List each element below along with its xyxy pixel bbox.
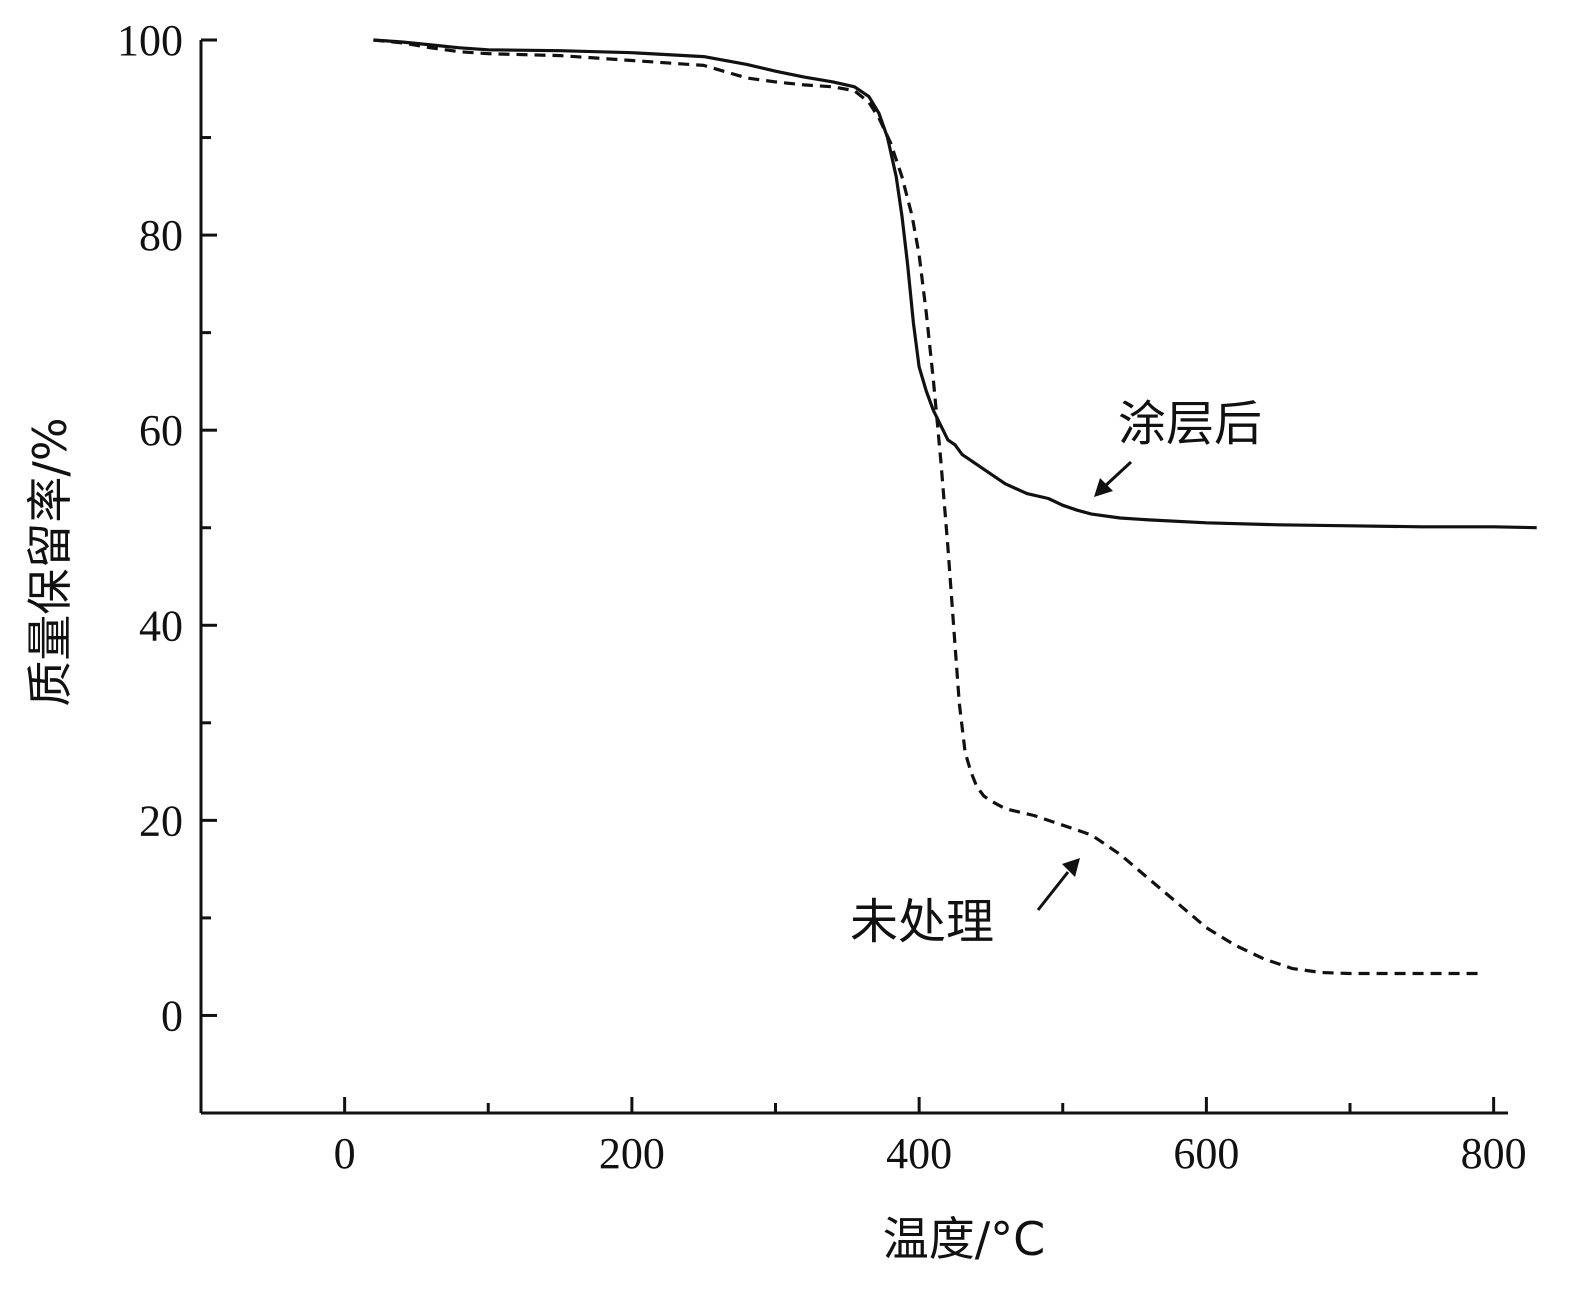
annotation-coated: 涂层后 xyxy=(1118,396,1262,452)
arrow-coated-head xyxy=(1094,478,1113,497)
y-tick-label: 20 xyxy=(139,796,183,845)
series-line-untreated xyxy=(373,38,1480,976)
x-tick-label: 800 xyxy=(1461,1129,1527,1178)
y-tick-label: 40 xyxy=(139,601,183,650)
series-line-coated xyxy=(373,38,1537,530)
x-axis-title: 温度/°C xyxy=(883,1212,1046,1266)
arrow-untreated xyxy=(1036,858,1080,911)
arrow-untreated-shaft xyxy=(1036,871,1070,911)
x-tick-label: 600 xyxy=(1173,1129,1239,1178)
y-tick-label: 0 xyxy=(161,991,183,1040)
ticks xyxy=(201,38,1496,1113)
annotation-untreated: 未处理 xyxy=(850,894,994,950)
y-tick-label: 100 xyxy=(117,16,183,65)
arrow-coated xyxy=(1094,460,1133,497)
y-tick-label: 80 xyxy=(139,211,183,260)
x-tick-label: 400 xyxy=(886,1129,952,1178)
arrow-coated-shaft xyxy=(1102,460,1133,489)
x-tick-label: 200 xyxy=(599,1129,665,1178)
x-tick-label: 0 xyxy=(334,1129,356,1178)
series-group xyxy=(373,38,1537,976)
tick-labels: 0 20 40 60 80 100 0 200 400 600 800 xyxy=(117,16,1527,1178)
y-tick-label: 60 xyxy=(139,406,183,455)
y-axis-title: 质量保留率/% xyxy=(23,417,77,706)
arrow-untreated-head xyxy=(1062,858,1080,877)
axes xyxy=(199,40,1508,1115)
